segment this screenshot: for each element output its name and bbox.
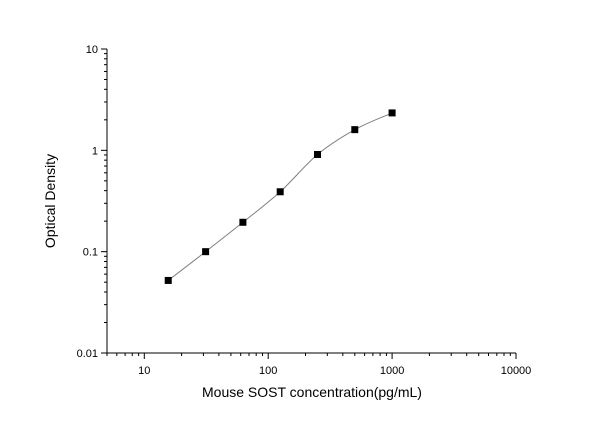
data-point: [276, 188, 284, 196]
x-tick-label: 1000: [380, 365, 404, 377]
x-tick-label: 10000: [501, 365, 532, 377]
y-tick-label: 0.1: [83, 247, 98, 259]
y-tick-label: 1: [92, 145, 98, 157]
data-point: [202, 248, 210, 256]
data-point: [314, 150, 322, 158]
data-point: [164, 276, 172, 284]
x-tick-label: 10: [138, 365, 150, 377]
y-axis-label: Optical Density: [42, 154, 58, 248]
axes: 10 100 1000 10000 0.01 0.1 1 10: [77, 44, 532, 377]
x-tick-label: 100: [259, 365, 277, 377]
y-tick-label: 10: [86, 44, 98, 56]
fit-curve: [167, 112, 393, 281]
data-point: [239, 218, 247, 226]
data-point: [351, 126, 359, 134]
data-point: [388, 109, 396, 117]
y-tick-label: 0.01: [77, 348, 98, 360]
x-axis-label: Mouse SOST concentration(pg/mL): [202, 384, 422, 400]
data-points: [164, 109, 396, 284]
